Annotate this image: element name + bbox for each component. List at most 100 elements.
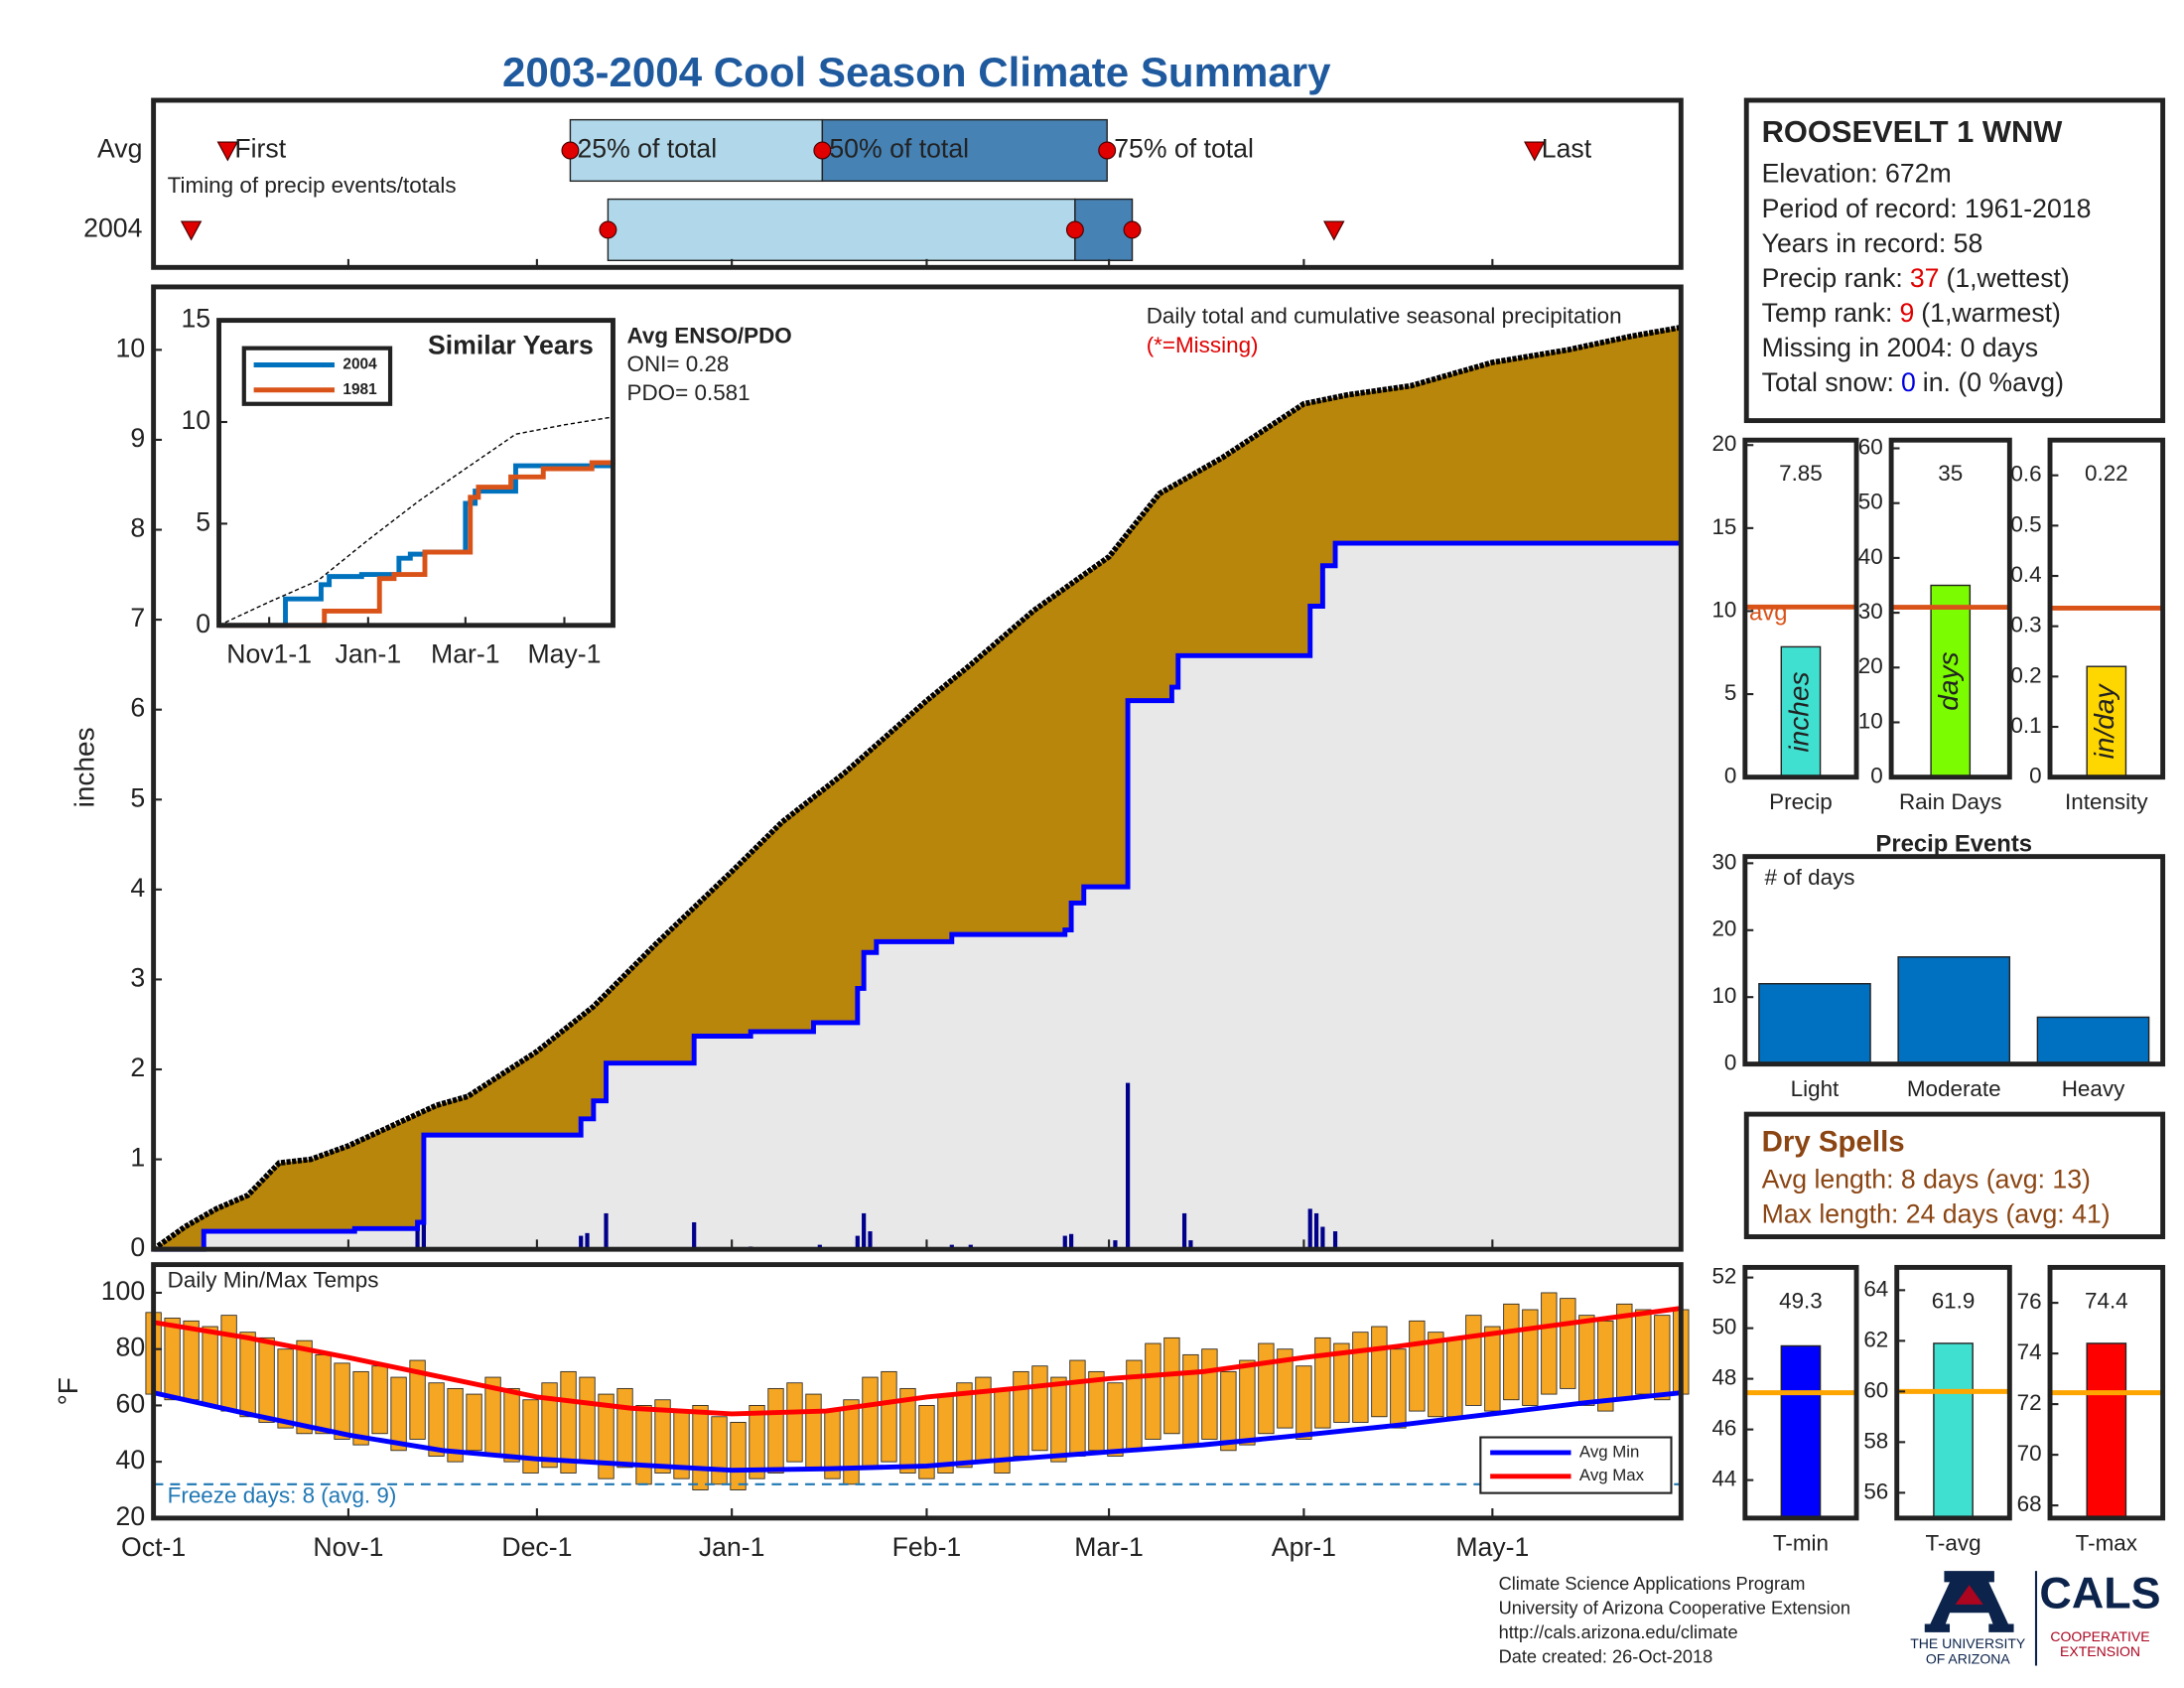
category-label: T-avg [1925, 1530, 1980, 1555]
daily-temp-bar [918, 1404, 935, 1479]
daily-temp-bar [277, 1348, 294, 1429]
temps-frame [151, 1262, 1684, 1521]
event-marker [1524, 141, 1546, 162]
y-tick-label: 10 [1711, 597, 1736, 622]
info-segment: Period of record: 1961-2018 [1762, 194, 2092, 223]
y-tick-label: 0.4 [2010, 562, 2041, 587]
quartile-marker [599, 220, 617, 239]
event-label: Last [1542, 134, 1592, 164]
y-tick-label: 30 [1858, 599, 1883, 624]
daily-temp-bar [1069, 1359, 1086, 1457]
daily-temp-bar [1635, 1309, 1652, 1395]
daily-temp-bar [598, 1393, 614, 1479]
bar-unit-label: days [1933, 651, 1964, 710]
bar [1780, 1344, 1822, 1519]
y-tick-label: 100 [101, 1276, 145, 1306]
footer-line: Date created: 26-Oct-2018 [1499, 1646, 1713, 1667]
daily-bar [1069, 1233, 1074, 1250]
value-label: 35 [1938, 461, 1963, 486]
panel-title: Precip Events [1875, 831, 2032, 858]
y-tick-label: 50 [1858, 490, 1883, 514]
daily-temp-bar [183, 1320, 200, 1401]
value-label: 74.4 [2085, 1288, 2128, 1313]
daily-temp-bar [503, 1387, 520, 1463]
daily-temp-bar [315, 1353, 332, 1435]
daily-bar [1188, 1240, 1193, 1250]
y-tick-label: 56 [1863, 1478, 1888, 1503]
extension-name: EXTENSION [2060, 1643, 2140, 1659]
similar-year-line [218, 458, 615, 629]
daily-temp-bar [447, 1387, 464, 1463]
daily-temp-bar [1428, 1332, 1444, 1418]
category-label: Intensity [2065, 789, 2148, 814]
bar-frame [1742, 437, 1859, 780]
year-cumulative [153, 540, 1682, 1252]
y-tick-label: 3 [130, 962, 145, 992]
daily-bar [868, 1231, 873, 1250]
y-tick-label: 0 [2029, 764, 2041, 788]
value-label: 49.3 [1779, 1288, 1823, 1313]
info-segment: Temp rank: [1762, 298, 1893, 328]
y-tick-label: 0 [1870, 764, 1882, 788]
event-label: 50% of total [829, 134, 969, 164]
event-label: First [234, 134, 286, 164]
daily-temp-bar [1163, 1336, 1180, 1435]
y-tick-label: 0.3 [2010, 613, 2041, 637]
precip-frame [151, 284, 1684, 1252]
y-tick-label: 0.6 [2010, 462, 2041, 487]
daily-temp-bar [1560, 1298, 1576, 1389]
note: Timing of precip events/totals [168, 173, 457, 198]
info-segment: (1,warmest) [1921, 298, 2061, 328]
value-label: 7.85 [1779, 461, 1823, 486]
dry-spells-line: Max length: 24 days (avg: 41) [1762, 1199, 2111, 1229]
y-axis-label: °F [53, 1377, 83, 1405]
daily-temp-bar [352, 1370, 369, 1446]
y-tick-label: 0 [196, 609, 210, 638]
daily-temp-bar [1182, 1353, 1199, 1446]
bar-frame [1894, 1264, 2012, 1521]
daily-bar [1320, 1226, 1325, 1250]
bar-frame [1742, 1264, 1859, 1521]
info-line: Temp rank: 9 (1,warmest) [1762, 298, 2061, 328]
category-label: Heavy [2062, 1076, 2125, 1101]
daily-temp-bar [1126, 1359, 1143, 1452]
x-tick-label: Dec-1 [501, 1532, 572, 1562]
y-tick-label: 0 [1724, 1051, 1736, 1075]
category-label: T-max [2076, 1530, 2137, 1555]
x-tick-label: Mar-1 [1074, 1532, 1144, 1562]
category-label: Rain Days [1899, 789, 2002, 814]
daily-temp-bar [390, 1376, 407, 1452]
y-tick-label: 80 [116, 1333, 146, 1362]
daily-temp-bar [937, 1393, 954, 1474]
y-tick-label: 48 [1711, 1365, 1736, 1390]
annotation: Daily total and cumulative seasonal prec… [1147, 304, 1622, 329]
daily-temp-bar [692, 1404, 709, 1490]
daily-temp-bar [1503, 1303, 1520, 1401]
y-tick-label: 0.2 [2010, 662, 2041, 687]
y-tick-label: 5 [196, 506, 210, 536]
x-tick-label: Jan-1 [336, 639, 402, 669]
inset-title: Similar Years [428, 330, 594, 359]
y-tick-label: 20 [116, 1501, 146, 1531]
info-line: Period of record: 1961-2018 [1762, 194, 2092, 223]
daily-temp-bar [522, 1399, 539, 1474]
daily-temp-bar [1296, 1365, 1312, 1440]
inset-frame [216, 318, 615, 629]
info-segment: (1,wettest) [1946, 263, 2069, 293]
daily-temp-bar [1541, 1292, 1558, 1395]
daily-bar [415, 1226, 420, 1250]
y-tick-label: 60 [1858, 434, 1883, 459]
dry-spells-line: Avg length: 8 days (avg: 13) [1762, 1164, 2091, 1194]
ua-logo [1924, 1571, 2038, 1666]
quartile-marker [1123, 220, 1142, 239]
info-line: Precip rank: 37 (1,wettest) [1762, 263, 2070, 293]
daily-temp-bar [1013, 1370, 1029, 1457]
y-tick-label: 20 [1711, 916, 1736, 941]
info-box [1743, 97, 2166, 424]
daily-temp-bar [956, 1382, 973, 1469]
cals-name: CALS [2039, 1567, 2160, 1618]
daily-temp-bar [466, 1393, 482, 1452]
bar-unit-label: in/day [2089, 683, 2119, 760]
daily-temp-bar [767, 1387, 784, 1474]
daily-bar [1113, 1240, 1118, 1250]
